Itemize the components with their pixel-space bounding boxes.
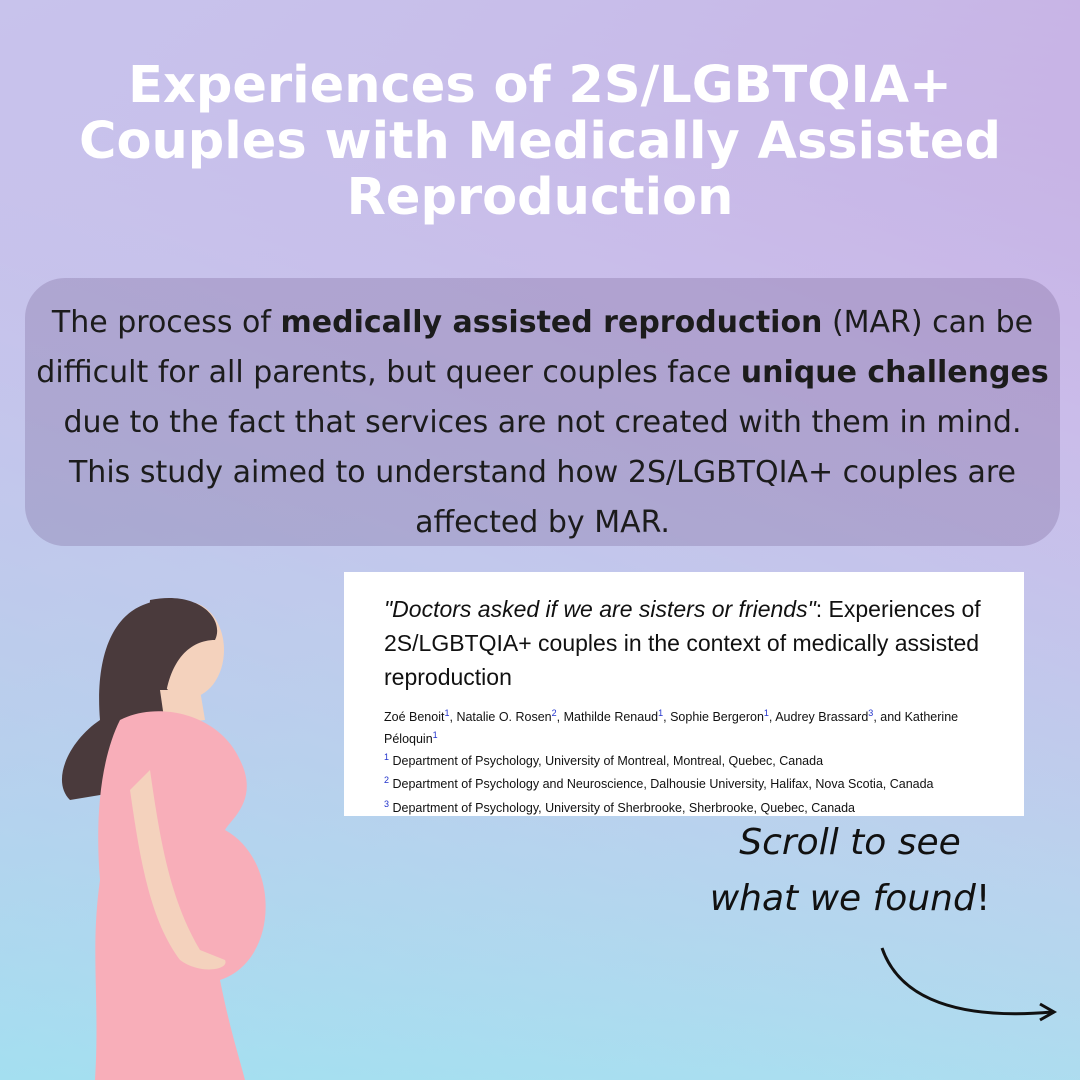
- intro-text: The process of: [51, 305, 281, 340]
- affiliation-number: 2: [384, 775, 390, 786]
- author-name: Audrey Brassard: [775, 710, 869, 725]
- affiliation-text: Department of Psychology and Neuroscienc…: [392, 777, 934, 792]
- intro-text: (MAR) can be difficult for all parents, …: [36, 305, 1034, 390]
- author-affiliation: 3: [868, 708, 874, 718]
- author-name: Zoé Benoit: [384, 710, 445, 725]
- paper-card: "Doctors asked if we are sisters or frie…: [344, 572, 1024, 816]
- intro-bold: medically assisted reproduction: [280, 305, 823, 340]
- paper-title-rest: : Experiences of 2S/LGBTQIA+ couples in …: [384, 596, 981, 690]
- intro: The process of medically assisted reprod…: [25, 278, 1060, 546]
- affiliation: 3 Department of Psychology, University o…: [384, 795, 984, 818]
- affiliations: 1 Department of Psychology, University o…: [384, 748, 984, 817]
- affiliation-text: Department of Psychology, University of …: [392, 800, 856, 815]
- author-name: Sophie Bergeron: [670, 710, 764, 725]
- author-separator: ,: [556, 710, 564, 725]
- title: Experiences of 2S/LGBTQIA+ Couples with …: [79, 56, 1001, 227]
- affiliation: 2 Department of Psychology and Neuroscie…: [384, 771, 984, 794]
- paper-title-quote: "Doctors asked if we are sisters or frie…: [384, 596, 816, 622]
- author-affiliation: 1: [658, 708, 664, 718]
- affiliation: 1 Department of Psychology, University o…: [384, 748, 984, 771]
- woman-illustration: [61, 598, 266, 1080]
- intro-text: due to the fact that services are not cr…: [63, 405, 1022, 540]
- scroll-line: what we found: [709, 878, 976, 919]
- affiliation-number: 3: [384, 798, 390, 809]
- author-separator: ,: [663, 710, 671, 725]
- affiliation-text: Department of Psychology, University of …: [392, 754, 824, 769]
- author-name: Mathilde Renaud: [563, 710, 659, 725]
- scroll-note: Scroll to see what we found!: [700, 815, 1000, 927]
- arrow-head: [1039, 1002, 1058, 1022]
- author-affiliation: 2: [551, 708, 557, 718]
- affiliation-number: 1: [384, 752, 390, 763]
- author-affiliation: 1: [763, 708, 769, 718]
- author-separator: , and: [873, 710, 905, 725]
- author-name: Katherine Péloquin: [384, 710, 959, 747]
- author-affiliation: 1: [444, 708, 450, 718]
- author-affiliation: 1: [432, 730, 438, 741]
- author-separator: ,: [768, 710, 776, 725]
- author-name: Natalie O. Rosen: [456, 710, 552, 725]
- authors: Zoé Benoit1, Natalie O. Rosen2, Mathilde…: [384, 704, 984, 748]
- scroll-line: Scroll to see: [739, 822, 961, 863]
- scroll-mark: !: [975, 878, 991, 919]
- paper-title: "Doctors asked if we are sisters or frie…: [384, 592, 984, 694]
- intro-bold: unique challenges: [740, 355, 1049, 390]
- author-separator: ,: [449, 710, 457, 725]
- arrow: [880, 947, 1053, 1016]
